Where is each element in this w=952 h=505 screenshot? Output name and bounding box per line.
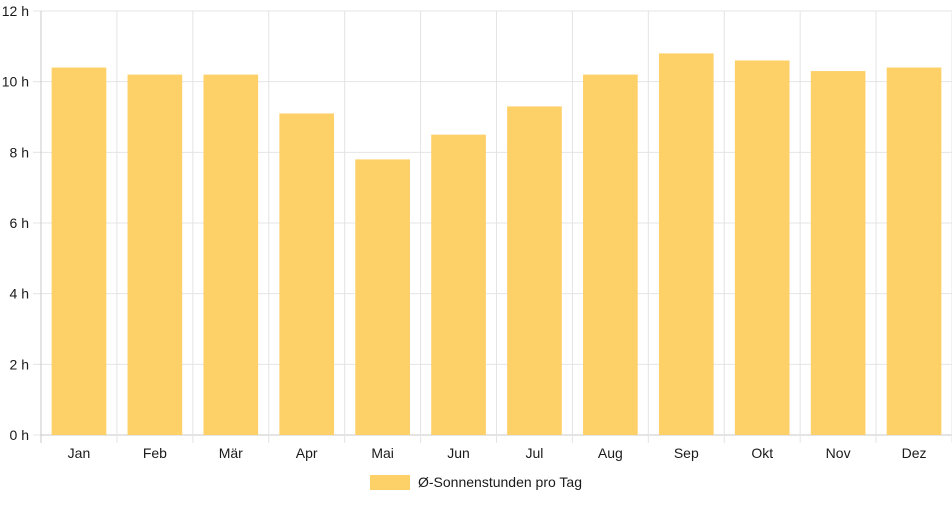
x-tick-label: Jun <box>447 445 470 461</box>
legend[interactable]: Ø-Sonnenstunden pro Tag <box>370 474 582 490</box>
axes: 0 h 2 h 4 h 6 h 8 h 10 h 12 h Jan Feb Mär Apr Mai Ju… <box>2 3 927 461</box>
x-tick-label: Apr <box>296 445 318 461</box>
y-tick-label: 10 h <box>2 74 29 90</box>
bar-sep[interactable] <box>658 53 714 436</box>
x-tick-label: Jul <box>526 445 544 461</box>
bar-jul[interactable] <box>507 106 562 436</box>
bar-aug[interactable] <box>583 74 638 435</box>
x-tick-label: Okt <box>751 445 773 461</box>
y-tick-label: 2 h <box>10 356 29 372</box>
x-tick-label: Dez <box>902 445 927 461</box>
gridlines <box>33 10 952 443</box>
x-tick-label: Mär <box>219 445 243 461</box>
y-tick-label: 12 h <box>2 3 29 19</box>
bar-jun[interactable] <box>431 134 486 435</box>
x-tick-label: Aug <box>598 445 623 461</box>
y-tick-label: 8 h <box>10 144 29 160</box>
bar-feb[interactable] <box>127 74 183 435</box>
y-tick-label: 0 h <box>10 427 29 443</box>
x-tick-label: Jan <box>68 445 91 461</box>
x-tick-label: Feb <box>143 445 167 461</box>
bar-jan[interactable] <box>51 67 107 436</box>
bar-nov[interactable] <box>810 71 866 436</box>
x-tick-label: Nov <box>826 445 851 461</box>
bar-apr[interactable] <box>279 113 335 435</box>
bar-dez[interactable] <box>886 67 942 436</box>
x-tick-label: Sep <box>674 445 699 461</box>
y-tick-label: 6 h <box>10 215 29 231</box>
y-tick-label: 4 h <box>10 286 29 302</box>
bar-mär[interactable] <box>203 74 259 435</box>
legend-swatch[interactable] <box>370 475 410 490</box>
bar-mai[interactable] <box>355 159 410 435</box>
bars <box>51 53 942 436</box>
x-tick-label: Mai <box>371 445 394 461</box>
legend-label[interactable]: Ø-Sonnenstunden pro Tag <box>418 474 582 490</box>
bar-okt[interactable] <box>734 60 790 435</box>
